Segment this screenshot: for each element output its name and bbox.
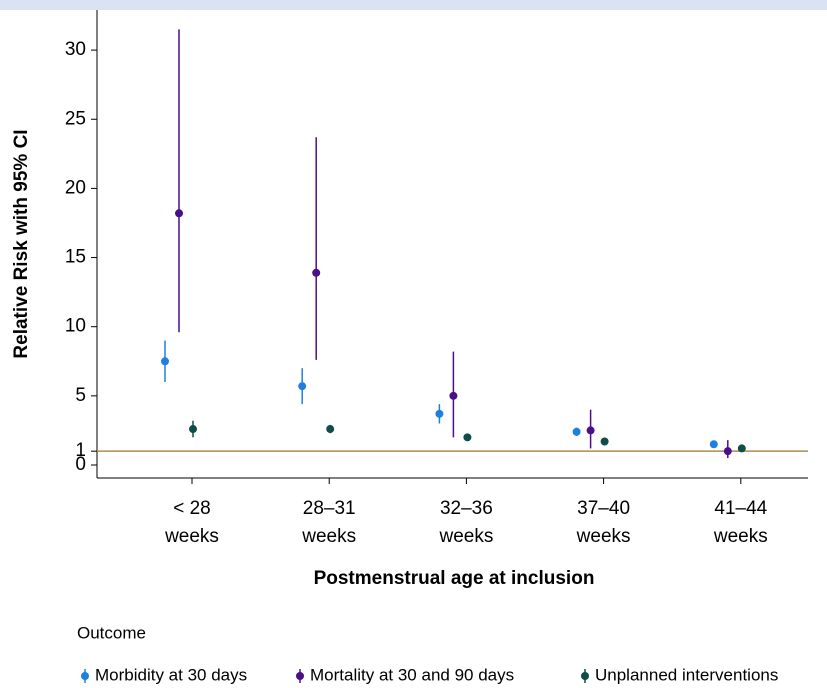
y-tick-label: 30 xyxy=(65,39,86,60)
point xyxy=(709,440,718,449)
y-tick-label: 5 xyxy=(75,385,86,406)
x-tick-label: weeks xyxy=(438,526,493,547)
x-axis-title: Postmenstrual age at inclusion xyxy=(314,568,595,589)
point xyxy=(175,209,183,218)
y-tick-label: 0 xyxy=(75,454,86,475)
y-tick-label: 1 xyxy=(75,440,86,461)
legend-title: Outcome xyxy=(77,623,146,642)
x-tick-label: weeks xyxy=(301,526,356,547)
point xyxy=(737,444,746,453)
legend-marker xyxy=(81,672,89,680)
point xyxy=(463,433,472,442)
x-tick-label: 32–36 xyxy=(440,498,493,519)
x-tick-label: weeks xyxy=(713,526,768,547)
legend-marker xyxy=(296,672,304,680)
y-tick-label: 20 xyxy=(65,177,86,198)
point xyxy=(586,426,595,435)
y-axis-title: Relative Risk with 95% CI xyxy=(11,129,32,358)
y-tick-label: 10 xyxy=(65,316,86,337)
y-tick-label: 25 xyxy=(65,108,86,129)
point xyxy=(326,425,335,434)
point xyxy=(572,427,581,436)
x-tick-label: 37–40 xyxy=(577,498,630,519)
x-tick-label: 28–31 xyxy=(303,498,356,519)
x-tick-label: weeks xyxy=(576,526,631,547)
legend-label: Mortality at 30 and 90 days xyxy=(310,665,514,684)
legend-marker xyxy=(581,672,589,680)
x-tick-label: weeks xyxy=(164,526,219,547)
legend-label: Morbidity at 30 days xyxy=(95,665,247,684)
x-tick-label: 41–44 xyxy=(714,498,767,519)
point xyxy=(189,425,197,434)
point xyxy=(600,437,609,446)
x-tick-label: < 28 xyxy=(173,498,211,519)
point xyxy=(435,409,444,418)
y-tick-label: 15 xyxy=(65,247,86,268)
point xyxy=(161,357,169,366)
point xyxy=(723,447,732,456)
point xyxy=(449,391,458,400)
legend-label: Unplanned interventions xyxy=(595,665,778,684)
point xyxy=(312,268,321,277)
point xyxy=(298,382,307,391)
top-band xyxy=(0,0,827,10)
